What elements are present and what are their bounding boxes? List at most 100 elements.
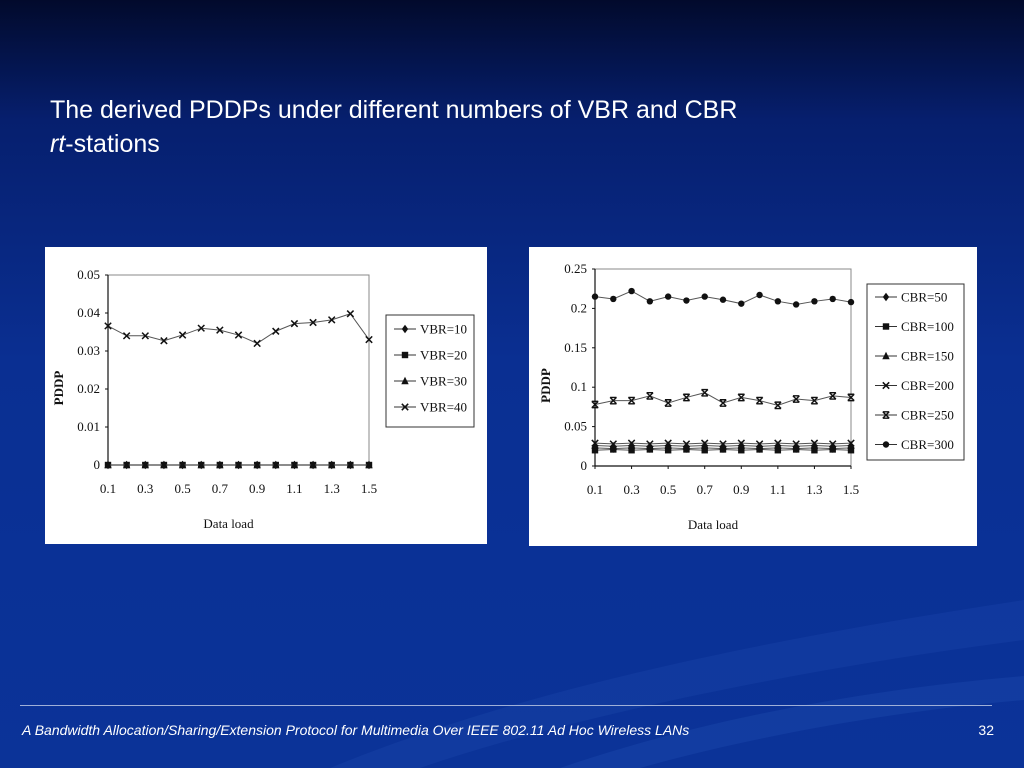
cbr-legend-marker [882,381,890,390]
cbr-data-point [792,301,800,308]
cbr-data-point [829,391,837,400]
cbr-data-point [810,396,819,405]
cbr-data-point [792,440,800,448]
vbr-data-point [122,460,131,469]
vbr-data-point [160,337,168,345]
cbr-data-point [628,287,635,295]
vbr-data-point [365,335,373,344]
cbr-data-point [719,442,727,450]
cbr-data-point [682,442,691,450]
vbr-legend-marker [401,403,409,411]
vbr-y-tick-label: 0.02 [77,381,100,396]
cbr-data-point [847,298,855,306]
cbr-data-point [627,439,636,447]
cbr-x-tick-label: 0.9 [733,482,749,497]
footer-divider [20,705,992,706]
cbr-data-point [682,440,691,448]
cbr-data-point [646,298,654,305]
chart-panel-cbr: 0 0.05 0.1 0.15 0.2 0.25 0.1 0.3 0.5 0.7 0.9 1.1 1.3… [529,247,977,546]
vbr-data-point [216,460,224,469]
vbr-data-point [290,319,299,328]
cbr-data-point [792,442,800,450]
cbr-data-point [737,441,745,449]
vbr-legend-label: VBR=10 [420,322,467,337]
vbr-y-tick-label: 0.01 [77,419,100,434]
cbr-data-point [628,447,635,454]
title-line-2-rest: -stations [65,130,160,158]
cbr-legend-label: CBR=200 [901,378,954,393]
title-line-2: rt-stations [50,127,737,161]
vbr-data-point [234,460,243,469]
cbr-legend [866,283,965,461]
cbr-data-point [755,442,764,450]
cbr-data-point [792,395,800,403]
page-number: 32 [978,722,994,738]
cbr-data-point [738,447,745,454]
vbr-data-point [104,322,112,330]
cbr-data-point [774,441,782,449]
vbr-data-point [309,460,317,469]
cbr-data-point [829,295,836,303]
vbr-data-point [122,332,131,340]
cbr-x-tick-label: 0.1 [587,482,603,497]
cbr-data-point [755,440,764,448]
cbr-y-tick-label: 0.25 [564,261,587,276]
cbr-data-point [591,293,599,300]
vbr-x-axis-label: Data load [203,516,254,531]
slide-title: The derived PDDPs under different number… [50,93,737,161]
vbr-y-tick-label: 0 [94,457,101,472]
cbr-data-point [701,293,708,300]
cbr-legend-marker [882,441,890,448]
cbr-data-point [664,439,672,447]
vbr-data-point [216,326,224,334]
vbr-legend-marker [401,324,409,334]
cbr-data-point [737,439,746,447]
cbr-data-point [810,441,819,449]
title-line-1: The derived PDDPs under different number… [50,96,738,124]
vbr-x-tick-label: 0.5 [174,481,190,496]
cbr-data-point [719,296,727,303]
vbr-data-point [253,339,261,348]
vbr-x-tick-label: 1.5 [361,481,377,496]
cbr-data-point [719,399,727,407]
vbr-data-point [141,332,150,340]
cbr-data-point [609,442,617,450]
vbr-data-point [234,331,243,339]
cbr-data-point [847,393,855,402]
chart-panel-vbr: 0 0.01 0.02 0.03 0.04 0.05 0.1 0.3 0.5 0.7 0.9 1.1 1… [45,247,487,544]
cbr-data-point [591,441,599,449]
vbr-data-point [328,460,336,469]
cbr-data-point [610,295,617,303]
vbr-legend-label: VBR=20 [420,348,467,363]
cbr-data-point [701,447,708,454]
vbr-data-point [160,460,168,469]
cbr-legend-marker [882,411,890,419]
cbr-data-point [664,293,672,300]
cbr-data-point [627,396,636,405]
vbr-x-tick-label: 1.1 [286,481,302,496]
vbr-y-tick-label: 0.04 [77,305,100,320]
cbr-legend-label: CBR=300 [901,437,954,452]
cbr-x-tick-label: 1.1 [770,482,786,497]
cbr-data-point [738,300,745,307]
cbr-data-point [646,391,654,400]
vbr-legend-label: VBR=30 [420,374,467,389]
cbr-data-point [664,447,672,454]
cbr-data-point [737,393,745,402]
cbr-legend-label: CBR=50 [901,290,947,305]
cbr-data-point [774,439,782,447]
cbr-legend-label: CBR=100 [901,319,954,334]
cbr-data-point [664,399,672,407]
vbr-data-point [365,460,373,469]
cbr-data-point [700,439,709,447]
cbr-y-tick-label: 0.2 [571,300,587,315]
vbr-legend-label: VBR=40 [420,400,467,415]
cbr-data-point [646,442,654,450]
cbr-y-tick-label: 0.15 [564,340,587,355]
cbr-x-tick-label: 0.3 [623,482,639,497]
vbr-pddp-chart: 0 0.01 0.02 0.03 0.04 0.05 0.1 0.3 0.5 0.7 0.9 1.1 1… [51,267,475,531]
cbr-data-point [756,291,763,299]
cbr-data-point [828,440,837,448]
cbr-data-point [609,440,618,448]
vbr-data-point [309,318,317,327]
